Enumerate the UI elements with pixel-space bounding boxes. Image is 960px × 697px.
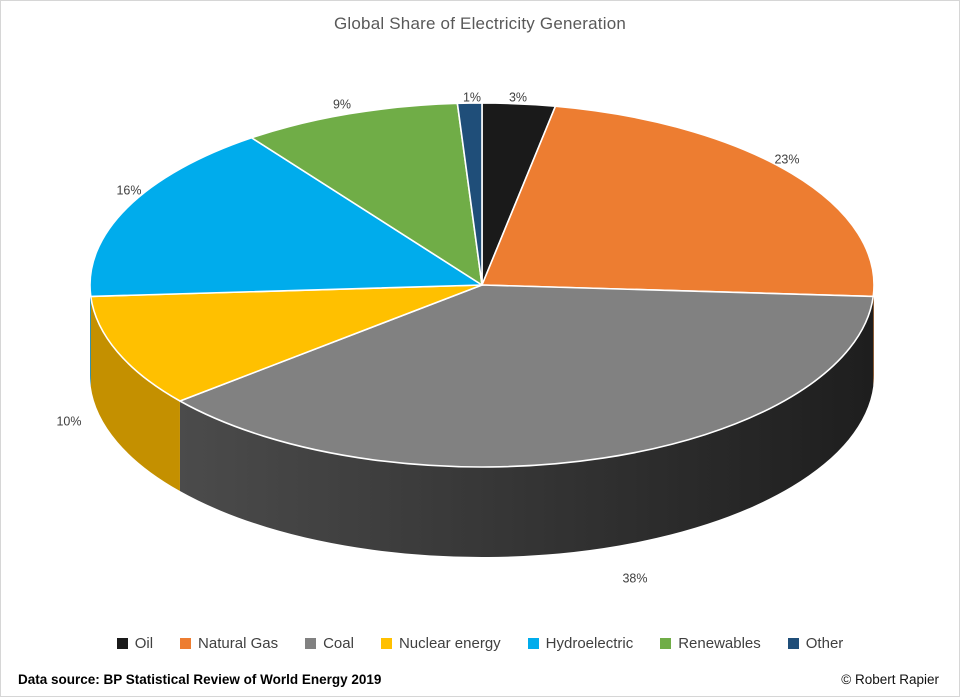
legend-item-coal: Coal xyxy=(305,635,354,652)
pie-label-oil: 3% xyxy=(509,90,527,104)
legend-item-other: Other xyxy=(787,635,844,652)
pie-slice-wall-coal xyxy=(179,296,874,558)
pie-label-coal: 38% xyxy=(622,571,647,585)
pie-slice-renewables xyxy=(250,102,483,286)
legend-swatch-nuclear-energy xyxy=(380,638,392,649)
legend-swatch-coal xyxy=(305,638,317,649)
legend-swatch-natural-gas xyxy=(180,638,192,649)
pie-label-hydroelectric: 16% xyxy=(116,183,141,197)
pie-slice-wall-nuclear-energy xyxy=(90,296,180,492)
legend-swatch-renewables xyxy=(660,638,672,649)
pie-label-natural-gas: 23% xyxy=(774,152,799,166)
credit-text: © Robert Rapier xyxy=(841,672,939,687)
pie-slice-hydroelectric xyxy=(89,136,483,298)
data-source-text: Data source: BP Statistical Review of Wo… xyxy=(18,672,382,687)
pie-label-nuclear-energy: 10% xyxy=(56,414,81,428)
legend-item-oil: Oil xyxy=(116,635,154,652)
legend-item-renewables: Renewables xyxy=(660,635,761,652)
pie-slice-nuclear-energy xyxy=(89,284,483,402)
legend-label-renewables: Renewables xyxy=(678,635,761,652)
legend-label-coal: Coal xyxy=(323,635,354,652)
legend-swatch-oil xyxy=(116,638,128,649)
legend-swatch-other xyxy=(787,638,799,649)
legend-label-oil: Oil xyxy=(134,635,154,652)
legend-label-natural-gas: Natural Gas xyxy=(198,635,279,652)
legend-item-hydroelectric: Hydroelectric xyxy=(527,635,634,652)
chart-title: Global Share of Electricity Generation xyxy=(333,14,627,33)
pie-slice-natural-gas xyxy=(481,105,875,298)
legend-item-nuclear-energy: Nuclear energy xyxy=(380,635,501,652)
legend-label-nuclear-energy: Nuclear energy xyxy=(398,635,501,652)
legend-swatch-hydroelectric xyxy=(527,638,539,649)
pie-label-other: 1% xyxy=(463,90,481,104)
pie-label-renewables: 9% xyxy=(333,97,351,111)
chart-legend: Oil Natural Gas Coal Nuclear energy Hydr… xyxy=(1,635,959,652)
pie-slice-coal xyxy=(179,284,875,468)
legend-item-natural-gas: Natural Gas xyxy=(180,635,278,652)
pie-slice-wall-natural-gas xyxy=(873,285,874,387)
pie-slice-wall-hydroelectric xyxy=(90,285,91,387)
legend-label-hydroelectric: Hydroelectric xyxy=(545,635,634,652)
pie-slice-other xyxy=(456,102,483,286)
legend-label-other: Other xyxy=(805,635,844,652)
